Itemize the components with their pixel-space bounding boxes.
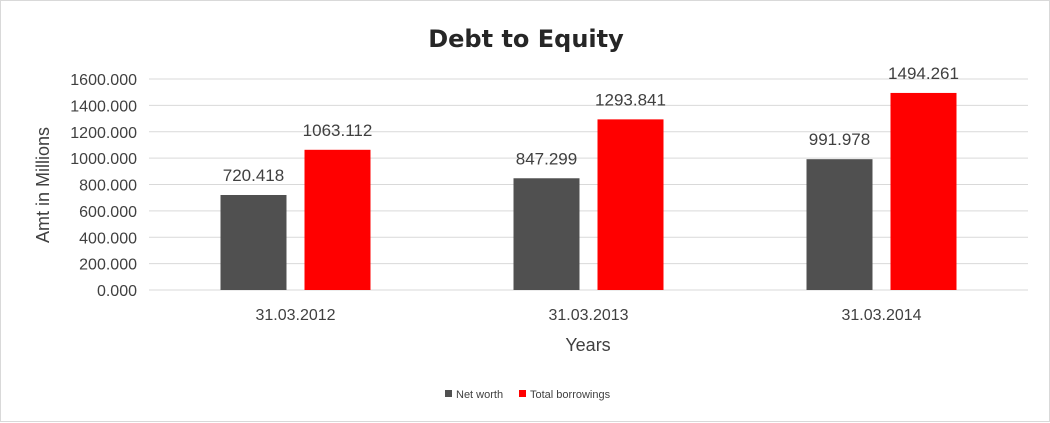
data-label: 1293.841 bbox=[595, 90, 666, 109]
gridlines bbox=[149, 78, 1028, 291]
y-tick-label: 1400.000 bbox=[70, 98, 137, 115]
data-label: 1494.261 bbox=[888, 64, 959, 83]
y-tick-label: 1600.000 bbox=[70, 72, 137, 89]
x-axis-ticks: 31.03.2012 31.03.2013 31.03.2014 bbox=[255, 307, 921, 324]
bar bbox=[597, 119, 664, 290]
legend-swatch bbox=[445, 390, 452, 397]
y-tick-label: 400.000 bbox=[79, 230, 137, 247]
bar bbox=[220, 194, 287, 290]
data-label: 991.978 bbox=[809, 130, 870, 149]
y-axis-ticks: 0.000 200.000 400.000 600.000 800.000 1000.00… bbox=[70, 72, 137, 300]
x-tick-label: 31.03.2013 bbox=[548, 307, 628, 324]
data-label: 1063.112 bbox=[303, 121, 373, 140]
y-tick-label: 0.000 bbox=[97, 283, 137, 300]
bar bbox=[890, 92, 957, 290]
legend: Net worth Total borrowings bbox=[445, 389, 611, 401]
x-axis-label: Years bbox=[565, 335, 610, 355]
legend-label: Net worth bbox=[456, 389, 503, 401]
chart-title: Debt to Equity bbox=[428, 25, 624, 53]
data-label: 847.299 bbox=[516, 149, 577, 168]
bar bbox=[304, 149, 371, 290]
y-axis-label: Amt in Millions bbox=[33, 127, 53, 243]
y-tick-label: 600.000 bbox=[79, 204, 137, 221]
x-tick-label: 31.03.2014 bbox=[841, 307, 921, 324]
bars: 720.418 1063.112 847.299 1293.841 991.978 149… bbox=[220, 64, 959, 290]
bar bbox=[513, 178, 580, 290]
bar bbox=[806, 159, 873, 290]
data-label: 720.418 bbox=[223, 166, 284, 185]
legend-swatch bbox=[519, 390, 526, 397]
legend-label: Total borrowings bbox=[530, 389, 611, 401]
y-tick-label: 800.000 bbox=[79, 178, 137, 195]
y-tick-label: 200.000 bbox=[79, 257, 137, 274]
x-tick-label: 31.03.2012 bbox=[255, 307, 335, 324]
y-tick-label: 1000.000 bbox=[70, 151, 137, 168]
y-tick-label: 1200.000 bbox=[70, 125, 137, 142]
